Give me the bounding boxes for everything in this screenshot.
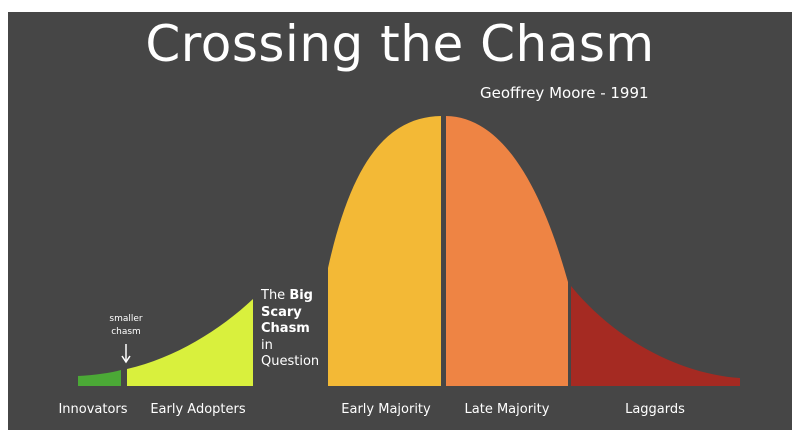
big-chasm-line1-b: Big — [289, 288, 313, 303]
down-arrow-icon — [121, 344, 131, 364]
big-chasm-line1: The Big — [261, 288, 319, 305]
big-chasm-line1-a: The — [261, 288, 290, 303]
slide-title: Crossing the Chasm — [145, 15, 655, 73]
big-chasm-line3: Chasm — [261, 321, 310, 336]
big-chasm-note: The Big Scary Chasm in Question — [261, 288, 319, 371]
slide-subtitle: Geoffrey Moore - 1991 — [480, 84, 649, 102]
label-early-majority: Early Majority — [341, 402, 431, 417]
label-laggards: Laggards — [625, 402, 685, 417]
smaller-chasm-note: smaller chasm — [106, 313, 146, 339]
smaller-chasm-line1: smaller — [109, 314, 143, 324]
segment-innovators — [78, 370, 121, 386]
segment-late-majority — [446, 116, 568, 386]
segment-laggards — [571, 286, 740, 386]
segment-early-majority — [328, 116, 441, 386]
label-early-adopters: Early Adopters — [150, 402, 246, 417]
smaller-chasm-line2: chasm — [111, 327, 141, 337]
big-chasm-line5: Question — [261, 354, 320, 369]
label-innovators: Innovators — [58, 402, 128, 417]
segment-early-adopters — [127, 299, 253, 386]
big-chasm-line2: Scary — [261, 304, 302, 320]
label-late-majority: Late Majority — [464, 402, 550, 417]
big-chasm-line4: in — [261, 337, 273, 353]
